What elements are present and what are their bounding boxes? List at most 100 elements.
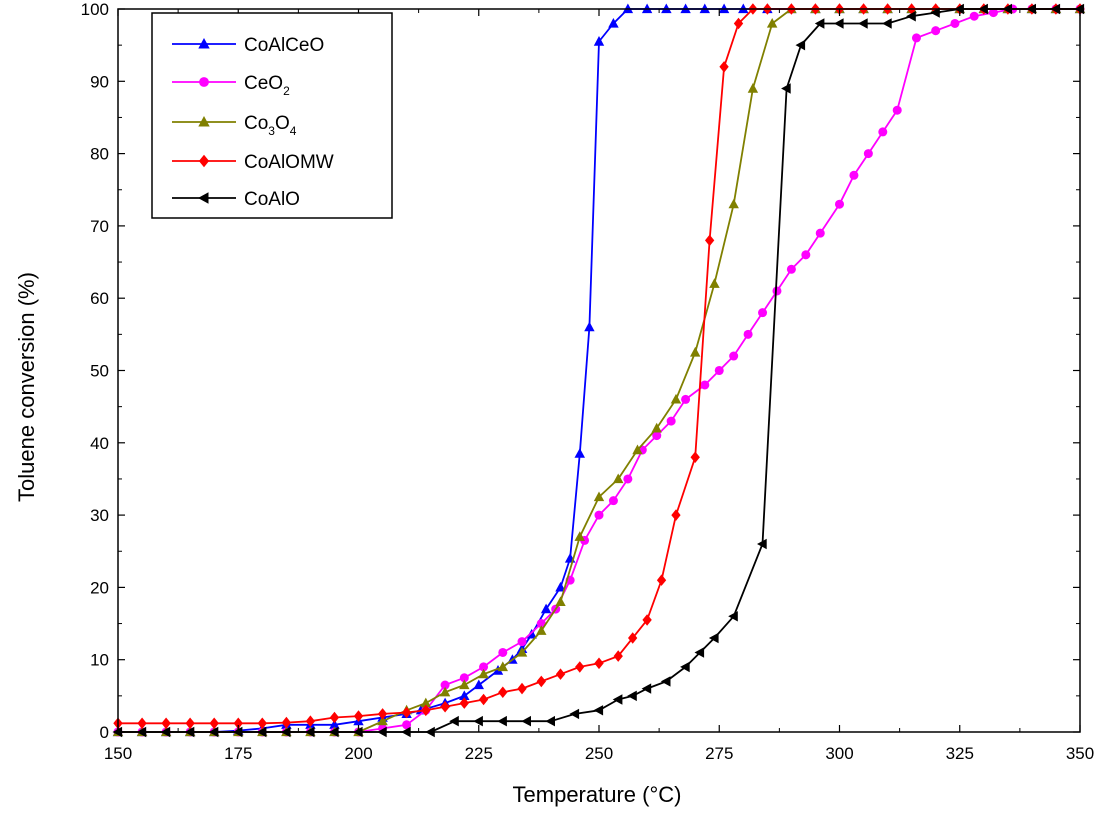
- data-point-Co3O4: [613, 473, 624, 484]
- x-tick-label: 350: [1066, 744, 1094, 763]
- x-tick-label: 275: [705, 744, 733, 763]
- legend-marker: [198, 154, 210, 168]
- data-point-CoAlOMW: [733, 17, 744, 30]
- legend-label: CeO2: [244, 73, 290, 98]
- data-point-CoAlO: [757, 538, 767, 550]
- y-tick-label: 60: [90, 289, 109, 308]
- data-point-Co3O4: [670, 393, 682, 404]
- data-point-Co3O4: [574, 531, 585, 541]
- data-point-CeO2: [786, 264, 796, 274]
- data-point-Co3O4: [516, 647, 528, 657]
- data-point-Co3O4: [766, 18, 778, 28]
- data-point-CeO2: [878, 127, 888, 137]
- legend-label: CoAlOMW: [244, 152, 334, 173]
- data-point-Co3O4: [747, 83, 759, 93]
- data-point-CoAlOMW: [478, 693, 489, 706]
- data-point-CoAlOMW: [642, 614, 652, 626]
- data-point-CeO2: [834, 199, 845, 209]
- data-point-CoAlO: [858, 18, 868, 29]
- data-point-CeO2: [892, 105, 902, 115]
- data-point-CoAlOMW: [137, 717, 147, 730]
- data-point-CeO2: [729, 351, 739, 361]
- data-point-CoAlOMW: [628, 632, 638, 644]
- y-tick-label: 0: [100, 723, 109, 742]
- data-point-Co3O4: [420, 697, 432, 708]
- y-axis-title: Toluene conversion (%): [14, 272, 39, 502]
- data-point-CoAlO: [814, 18, 825, 29]
- data-point-Co3O4: [377, 715, 388, 726]
- data-point-CoAlOMW: [185, 717, 195, 730]
- data-point-CoAlO: [708, 632, 719, 644]
- legend-marker: [198, 38, 210, 49]
- data-point-CoAlOMW: [257, 717, 267, 730]
- data-point-CeO2: [498, 647, 508, 657]
- data-point-CoAlO: [694, 647, 705, 658]
- data-point-CeO2: [479, 662, 489, 672]
- data-point-Co3O4: [439, 686, 451, 697]
- data-point-CoAlOMW: [353, 710, 364, 722]
- legend-marker: [198, 192, 209, 204]
- data-point-CeO2: [700, 380, 710, 390]
- y-tick-label: 30: [90, 506, 109, 525]
- data-point-CeO2: [402, 720, 412, 730]
- legend-entry-Co3O4: Co3O4: [172, 113, 297, 138]
- legend-entry-CoAlO: CoAlO: [172, 189, 300, 210]
- data-point-CoAlCeO: [555, 581, 566, 592]
- data-point-CoAlOMW: [233, 717, 243, 730]
- data-point-CeO2: [517, 637, 527, 647]
- data-point-Co3O4: [555, 596, 566, 606]
- legend-label: Co3O4: [244, 113, 297, 138]
- data-point-Co3O4: [478, 668, 489, 679]
- data-point-CoAlO: [627, 690, 637, 702]
- data-point-CeO2: [743, 329, 753, 339]
- data-point-CeO2: [652, 431, 662, 441]
- x-tick-label: 300: [825, 744, 853, 763]
- data-point-CoAlOMW: [421, 704, 431, 717]
- data-point-Co3O4: [728, 198, 739, 209]
- y-tick-label: 10: [90, 651, 109, 670]
- data-point-CoAlOMW: [440, 700, 450, 713]
- data-point-CoAlO: [593, 705, 604, 716]
- data-point-CoAlO: [906, 11, 916, 22]
- data-point-CoAlCeO: [584, 321, 595, 332]
- data-point-CeO2: [911, 33, 921, 43]
- data-point-CoAlO: [569, 708, 580, 720]
- data-point-CoAlO: [680, 661, 690, 673]
- data-point-Co3O4: [690, 346, 701, 357]
- data-point-CoAlCeO: [459, 690, 470, 700]
- data-point-CoAlO: [521, 715, 531, 727]
- data-point-CoAlCeO: [608, 18, 619, 28]
- data-point-CoAlOMW: [209, 717, 219, 730]
- data-point-CoAlO: [882, 18, 892, 29]
- data-point-CoAlOMW: [536, 675, 546, 688]
- data-point-CoAlOMW: [705, 234, 715, 247]
- legend-entry-CeO2: CeO2: [172, 73, 290, 98]
- data-point-CeO2: [815, 228, 825, 238]
- data-point-CoAlOMW: [329, 711, 340, 724]
- data-point-CoAlO: [795, 39, 806, 51]
- y-tick-label: 20: [90, 578, 109, 597]
- data-point-CoAlO: [834, 18, 844, 29]
- data-point-CoAlOMW: [656, 574, 667, 586]
- data-point-CoAlCeO: [540, 603, 552, 614]
- x-axis-title: Temperature (°C): [513, 782, 682, 807]
- data-point-CeO2: [536, 619, 546, 629]
- data-point-CeO2: [594, 510, 604, 520]
- data-point-CeO2: [849, 170, 859, 180]
- data-point-CoAlOMW: [305, 715, 316, 727]
- data-point-CoAlCeO: [329, 719, 340, 729]
- data-point-CoAlOMW: [690, 451, 700, 463]
- legend-box: [151, 12, 393, 219]
- y-tick-label: 90: [90, 72, 109, 91]
- legend: CoAlCeO CeO2 Co3O4 CoAlOMW CoAlO: [151, 12, 393, 219]
- data-point-CeO2: [988, 8, 998, 18]
- data-point-CeO2: [931, 26, 941, 36]
- data-point-CeO2: [950, 18, 960, 28]
- y-tick-label: 40: [90, 434, 109, 453]
- data-point-Co3O4: [459, 679, 470, 690]
- data-point-Co3O4: [497, 661, 508, 672]
- data-point-CoAlOMW: [671, 509, 681, 521]
- data-point-CoAlOMW: [401, 706, 412, 719]
- data-point-CoAlOMW: [594, 657, 604, 670]
